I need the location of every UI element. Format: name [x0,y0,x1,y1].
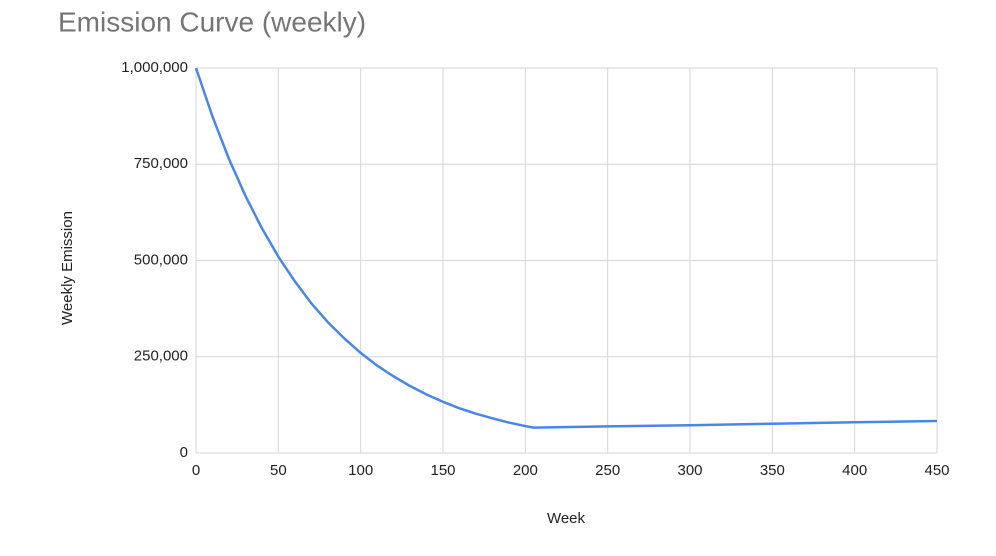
y-tick-label: 0 [180,444,188,461]
y-axis-label: Weekly Emission [59,211,76,325]
x-tick-label: 250 [595,462,620,479]
x-tick-label: 50 [270,462,287,479]
y-tick-label: 1,000,000 [121,59,188,76]
y-tick-label: 250,000 [134,348,188,365]
x-tick-label: 400 [842,462,867,479]
x-tick-label: 150 [430,462,455,479]
x-tick-label: 100 [348,462,373,479]
x-tick-label: 450 [924,462,949,479]
chart-title: Emission Curve (weekly) [58,6,366,37]
x-tick-label: 0 [192,462,200,479]
y-tick-label: 750,000 [134,155,188,172]
y-tick-label: 500,000 [134,251,188,268]
x-tick-label: 300 [677,462,702,479]
series-line [194,67,938,429]
x-tick-label: 200 [513,462,538,479]
x-tick-label: 350 [760,462,785,479]
x-axis-label: Week [547,510,586,527]
